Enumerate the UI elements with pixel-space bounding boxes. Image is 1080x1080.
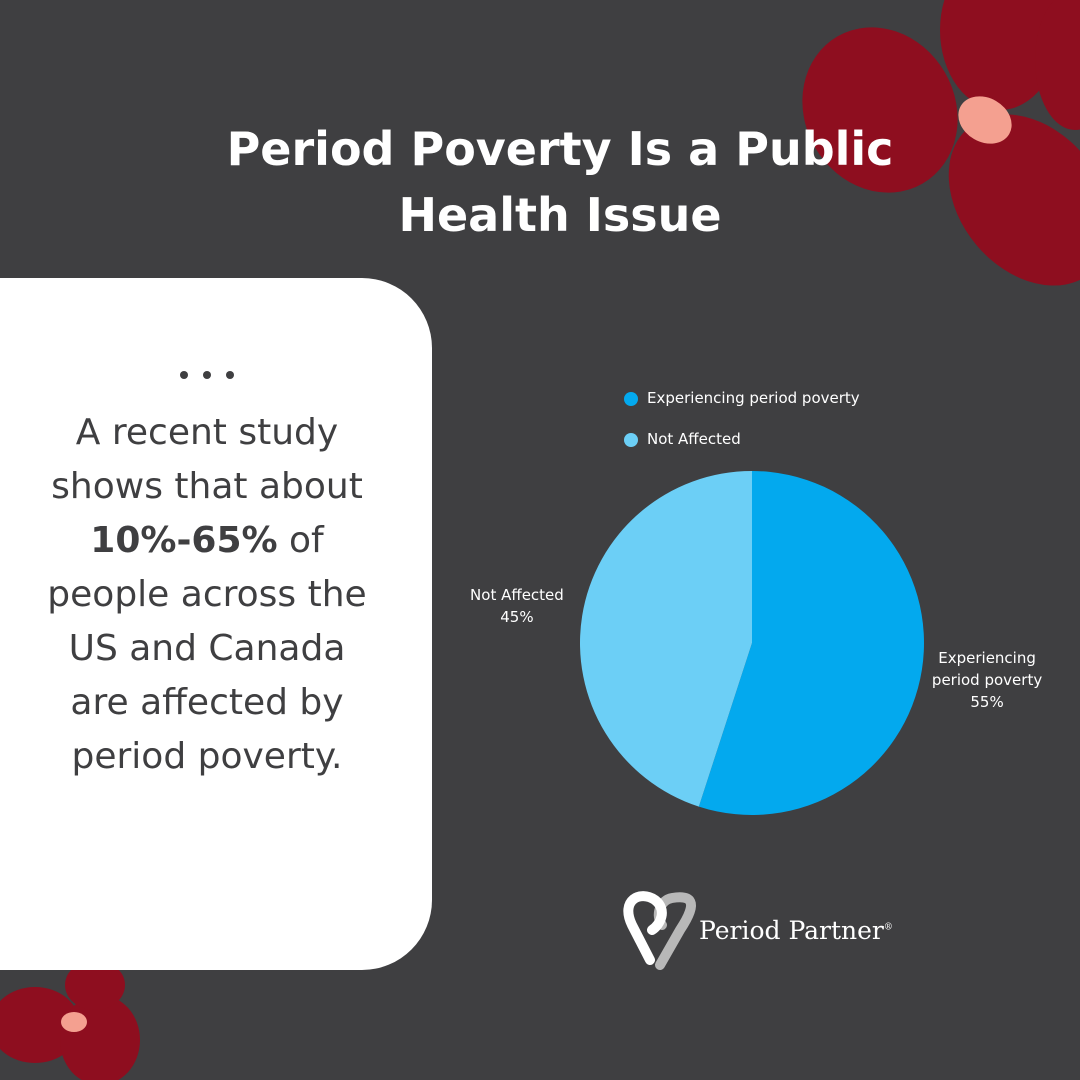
legend-label: Experiencing period poverty — [647, 389, 860, 407]
paragraph: A recent study shows that about 10%-65% … — [42, 406, 372, 784]
legend-swatch — [624, 433, 638, 447]
slice-name: Experiencing period poverty — [931, 649, 1043, 690]
slice-value: 55% — [970, 693, 1004, 712]
slice-label: Not Affected 45% — [447, 584, 587, 628]
flower-top-right — [802, 0, 1080, 286]
text: of people across the US and Canada are a… — [47, 520, 367, 777]
slice-value: 45% — [500, 607, 534, 626]
pie-chart — [580, 471, 924, 815]
dots — [180, 371, 234, 379]
slice-label: Experiencing period poverty 55% — [917, 647, 1057, 713]
brand-mark: ® — [883, 922, 893, 933]
pie-slice — [698, 471, 924, 815]
brand-name: Period Partner — [699, 916, 884, 945]
text: A recent study shows that about — [51, 412, 363, 507]
title: Period Poverty Is a Public Health Issue — [226, 122, 894, 242]
logo-icon — [623, 891, 696, 970]
brand: Period Partner® — [699, 916, 893, 945]
highlight: 10%-65% — [90, 520, 278, 561]
flower-bottom-left — [0, 960, 140, 1080]
text-card: A recent study shows that about 10%-65% … — [0, 278, 432, 970]
pie-slice — [580, 471, 752, 807]
legend-swatch — [624, 392, 638, 406]
slice-name: Not Affected — [470, 585, 564, 604]
legend-label: Not Affected — [647, 430, 741, 448]
